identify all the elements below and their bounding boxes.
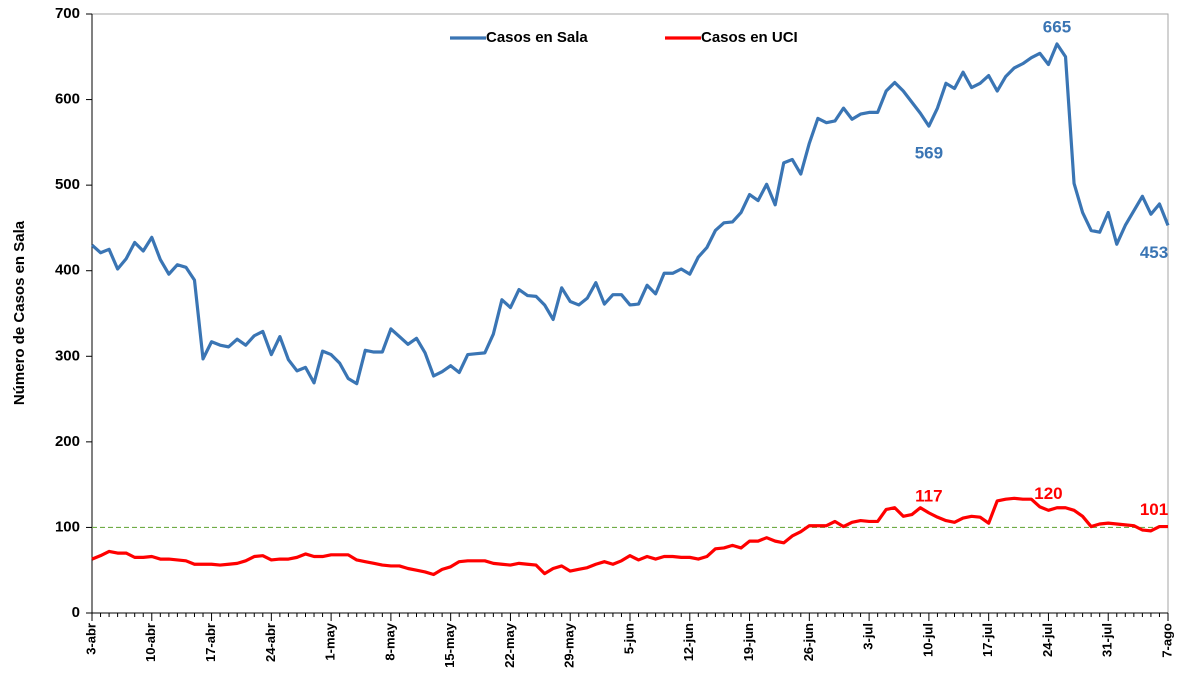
- y-axis-title: Número de Casos en Sala: [11, 220, 28, 405]
- data-line: [90, 42, 1170, 386]
- y-tick-label: 300: [55, 347, 80, 364]
- value-label: 665: [1043, 17, 1071, 36]
- value-label: 453: [1140, 243, 1168, 262]
- plot-frame: [91, 13, 1169, 614]
- x-tick-label: 24-jul: [1040, 623, 1055, 657]
- x-tick-label: 22-may: [502, 622, 517, 668]
- x-tick-label: 24-abr: [263, 623, 278, 662]
- x-tick-label: 5-jun: [621, 623, 636, 654]
- x-tick-label: 1-may: [323, 622, 338, 660]
- x-tick-label: 31-jul: [1100, 623, 1115, 657]
- x-tick-label: 19-jun: [741, 623, 756, 661]
- x-tick-label: 15-may: [442, 622, 457, 668]
- legend-label: Casos en Sala: [486, 29, 588, 46]
- value-label: 569: [915, 144, 943, 163]
- data-line: [91, 496, 1168, 577]
- y-tick-label: 0: [72, 604, 80, 621]
- x-tick-label: 3-abr: [83, 623, 98, 655]
- x-tick-label: 17-abr: [203, 623, 218, 662]
- x-tick-label: 7-ago: [1159, 623, 1174, 658]
- x-tick-label: 8-may: [382, 622, 397, 660]
- value-label: 120: [1034, 484, 1062, 503]
- y-tick-label: 600: [55, 91, 80, 108]
- y-tick-label: 500: [55, 176, 80, 193]
- y-tick-label: 200: [55, 433, 80, 450]
- y-tick-label: 400: [55, 262, 80, 279]
- x-tick-label: 17-jul: [980, 623, 995, 657]
- x-tick-label: 29-may: [562, 622, 577, 668]
- y-tick-label: 100: [55, 518, 80, 535]
- legend-label: Casos en UCI: [701, 29, 798, 46]
- x-tick-label: 12-jun: [681, 623, 696, 661]
- y-tick-label: 700: [55, 5, 80, 22]
- x-tick-label: 10-abr: [143, 623, 158, 662]
- value-label: 117: [915, 486, 942, 505]
- x-tick-label: 26-jun: [801, 623, 816, 661]
- value-label: 101: [1140, 500, 1168, 519]
- x-tick-label: 10-jul: [920, 623, 935, 657]
- x-tick-label: 3-jul: [861, 623, 876, 650]
